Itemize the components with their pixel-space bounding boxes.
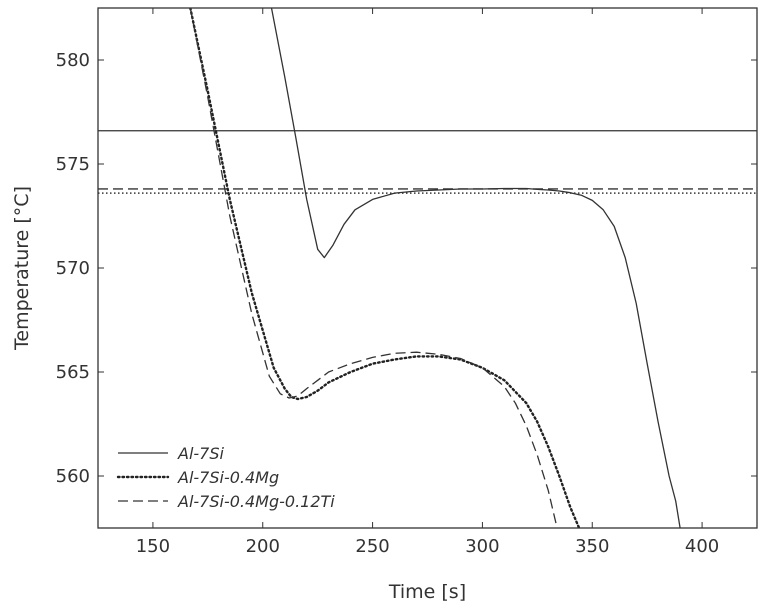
x-axis-label: Time [s] [388, 581, 466, 603]
reference-lines [98, 130, 757, 194]
legend-label-1: Al-7Si [177, 444, 225, 463]
series-line-1 [270, 8, 681, 528]
series-lines [189, 8, 681, 528]
x-tick-label: 250 [355, 536, 389, 557]
series-line-3 [189, 8, 558, 528]
y-axis-label: Temperature [°C] [11, 186, 33, 351]
y-tick-label: 580 [56, 50, 90, 71]
x-tick-label: 300 [465, 536, 499, 557]
legend-label-3: Al-7Si-0.4Mg-0.12Ti [177, 492, 335, 511]
x-tick-label: 400 [685, 536, 719, 557]
legend: Al-7Si Al-7Si-0.4Mg Al-7Si-0.4Mg-0.12Ti [116, 444, 335, 511]
y-tick-label: 575 [56, 154, 90, 175]
y-tick-label: 565 [56, 362, 90, 383]
x-tick-label: 200 [246, 536, 280, 557]
x-axis-ticks: 150 200 250 300 350 400 [136, 8, 719, 557]
y-tick-label: 570 [56, 258, 90, 279]
y-axis-ticks: 560 565 570 575 580 [56, 50, 757, 487]
x-tick-label: 350 [575, 536, 609, 557]
y-tick-label: 560 [56, 466, 90, 487]
x-tick-label: 150 [136, 536, 170, 557]
series-line-2 [189, 8, 581, 528]
legend-label-2: Al-7Si-0.4Mg [177, 468, 279, 487]
